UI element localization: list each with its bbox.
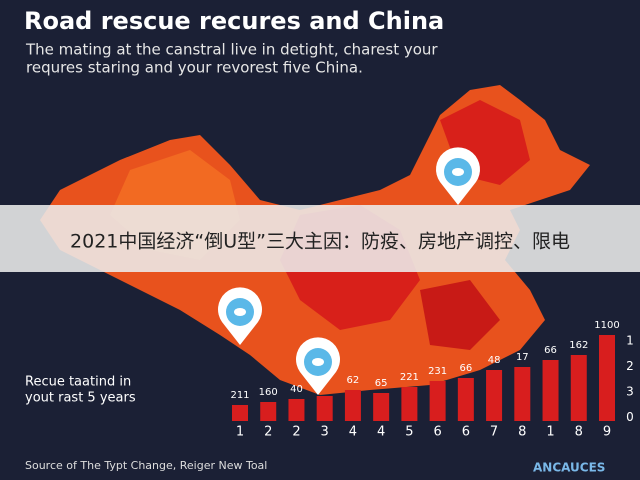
source: Source of The Typt Change, Reiger New To… — [25, 459, 267, 472]
bar — [373, 393, 390, 421]
map-pin — [296, 337, 340, 395]
map-pin — [218, 287, 262, 345]
x-tick-label: 1 — [546, 425, 554, 440]
bar — [401, 387, 418, 421]
subtitle: requres staring and your revorest five C… — [26, 59, 363, 77]
bar-label: 211 — [230, 390, 249, 401]
x-tick-label: 2 — [292, 425, 300, 440]
bar-label: 48 — [488, 355, 501, 366]
x-tick-label: 2 — [264, 425, 272, 440]
annotation: yout rast 5 years — [25, 391, 136, 406]
bar-label: 65 — [375, 378, 388, 389]
bar — [599, 335, 615, 421]
x-tick-label: 9 — [603, 425, 611, 440]
subtitle: The mating at the canstral live in detig… — [25, 41, 438, 59]
axis-label: 1 — [626, 334, 634, 348]
bar — [570, 355, 587, 421]
bar-label: 17 — [516, 352, 529, 363]
brand: ANCAUCES — [533, 461, 605, 475]
bar — [486, 370, 503, 421]
bar — [542, 360, 559, 421]
x-tick-label: 6 — [462, 425, 470, 440]
x-tick-label: 4 — [349, 425, 357, 440]
bar — [316, 396, 333, 421]
map-pin — [436, 147, 480, 205]
bar — [344, 390, 361, 421]
title: Road rescue recures and China — [24, 7, 444, 35]
bar — [232, 405, 248, 421]
x-tick-label: 3 — [321, 425, 329, 440]
bar — [514, 367, 531, 421]
map-region — [420, 280, 500, 350]
bar — [429, 381, 446, 421]
bar-label: 62 — [347, 375, 360, 386]
bar — [260, 402, 277, 421]
x-tick-label: 1 — [236, 425, 244, 440]
bar-label: 40 — [290, 384, 303, 395]
bar-label: 231 — [428, 366, 447, 377]
bar — [288, 399, 305, 421]
x-tick-label: 7 — [490, 425, 498, 440]
bar — [457, 378, 474, 421]
bar-label: 66 — [544, 345, 557, 356]
axis-label: 2 — [626, 359, 634, 373]
axis-label: 3 — [626, 385, 634, 399]
bar-label: 1100 — [594, 320, 619, 331]
annotation: Recue taatind in — [25, 375, 131, 390]
bar-label: 160 — [259, 387, 278, 398]
x-tick-label: 4 — [377, 425, 385, 440]
banner — [0, 205, 640, 272]
banner-text: 2021中国经济“倒U型”三大主因：防疫、房地产调控、限电 — [70, 231, 570, 253]
x-tick-label: 5 — [405, 425, 413, 440]
x-tick-label: 8 — [518, 425, 526, 440]
axis-label: 0 — [626, 410, 634, 424]
x-tick-label: 6 — [433, 425, 441, 440]
bar-label: 162 — [569, 340, 588, 351]
x-tick-label: 8 — [575, 425, 583, 440]
bar-label: 66 — [459, 363, 472, 374]
bar-label: 221 — [400, 372, 419, 383]
